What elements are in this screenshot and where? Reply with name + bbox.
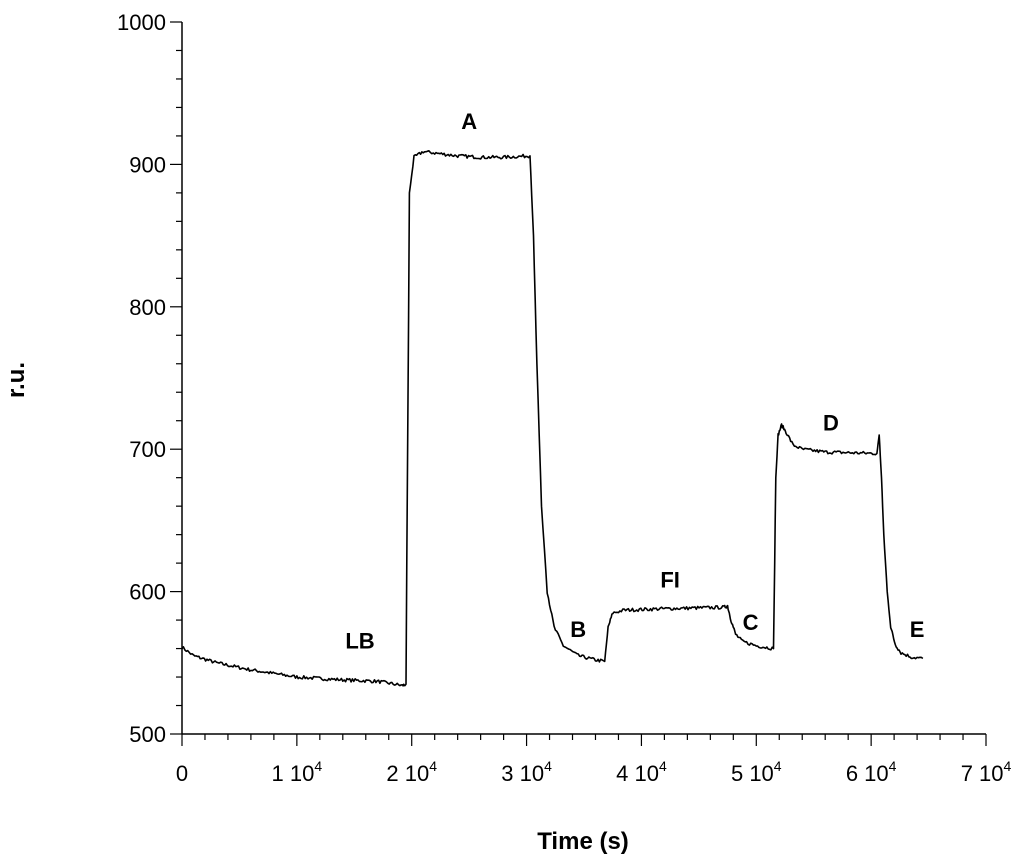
axes <box>181 22 986 735</box>
annotations: LB A B FI C D E <box>345 109 924 654</box>
x-tick-label: 4 104 <box>616 758 667 786</box>
annotation-label: B <box>570 617 586 642</box>
x-axis-ticks: 0 1 104 2 104 3 104 4 104 5 104 6 104 7 104 <box>176 734 1012 786</box>
x-tick-label: 2 104 <box>386 758 437 786</box>
y-tick-label: 500 <box>129 722 166 747</box>
annotation-label: D <box>823 411 839 436</box>
annotation-label: LB <box>345 629 374 654</box>
x-tick-label: 7 104 <box>961 758 1012 786</box>
y-tick-label: 900 <box>129 152 166 177</box>
y-tick-label: 800 <box>129 295 166 320</box>
x-tick-label: 6 104 <box>846 758 897 786</box>
y-tick-label: 1000 <box>117 10 166 35</box>
x-tick-label: 0 <box>176 761 188 786</box>
series-line <box>181 150 924 687</box>
x-tick-label: 1 104 <box>272 758 323 786</box>
annotation-label: A <box>461 109 477 134</box>
annotation-label: E <box>910 617 925 642</box>
annotation-label: C <box>743 610 759 635</box>
x-tick-label: 5 104 <box>731 758 782 786</box>
annotation-label: FI <box>660 567 680 592</box>
x-tick-label: 3 104 <box>501 758 552 786</box>
y-tick-label: 600 <box>129 580 166 605</box>
x-axis-title: Time (s) <box>537 828 629 855</box>
y-tick-label: 700 <box>129 437 166 462</box>
y-axis-ticks: 500 600 700 800 900 1000 <box>117 10 182 747</box>
y-axis-title: r.u. <box>3 362 30 398</box>
